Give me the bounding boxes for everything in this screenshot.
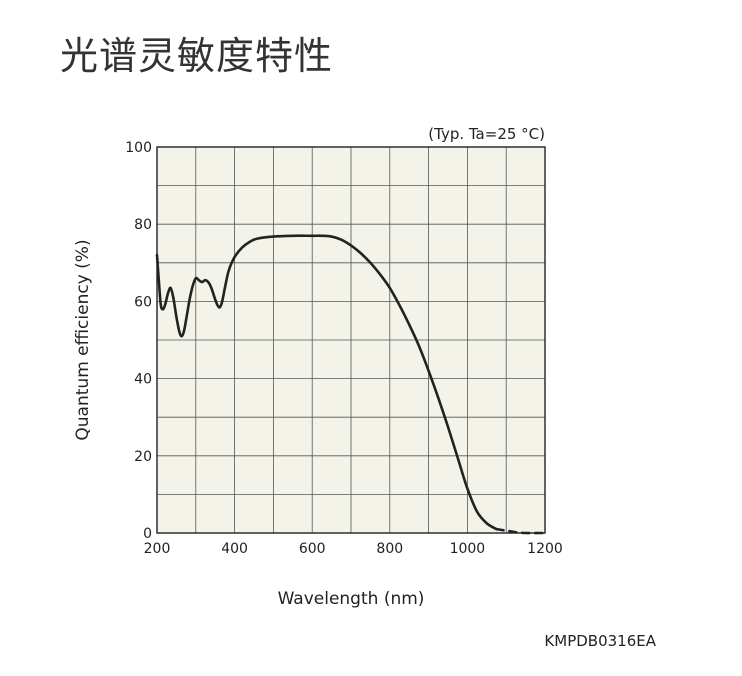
x-axis-label: Wavelength (nm) (278, 589, 425, 609)
y-tick-label: 20 (134, 449, 152, 465)
y-axis-label: Quantum efficiency (%) (73, 239, 93, 440)
quantum-efficiency-curve (155, 234, 498, 531)
y-tick-label: 40 (134, 372, 152, 388)
plot-frame (156, 146, 546, 534)
quantum-efficiency-curve-dashed (495, 527, 547, 535)
page-title: 光谱灵敏度特性 (60, 34, 334, 78)
y-tick-label: 0 (143, 526, 152, 542)
x-tick-label: 800 (376, 541, 403, 557)
x-tick-label: 400 (221, 541, 248, 557)
condition-annotation: (Typ. Ta=25 °C) (428, 125, 545, 143)
y-tick-labels: 0 20 40 60 80 100 (125, 140, 152, 542)
x-tick-labels: 200 400 600 800 1000 1200 (144, 541, 563, 557)
curve-layer (155, 234, 547, 535)
y-tick-label: 100 (125, 140, 152, 156)
x-tick-label: 1000 (450, 541, 486, 557)
grid-lines (157, 147, 545, 533)
x-tick-label: 1200 (527, 541, 563, 557)
y-tick-label: 80 (134, 217, 152, 233)
y-tick-label: 60 (134, 294, 152, 310)
x-tick-label: 600 (299, 541, 326, 557)
figure-code: KMPDB0316EA (544, 632, 656, 650)
x-tick-label: 200 (144, 541, 171, 557)
